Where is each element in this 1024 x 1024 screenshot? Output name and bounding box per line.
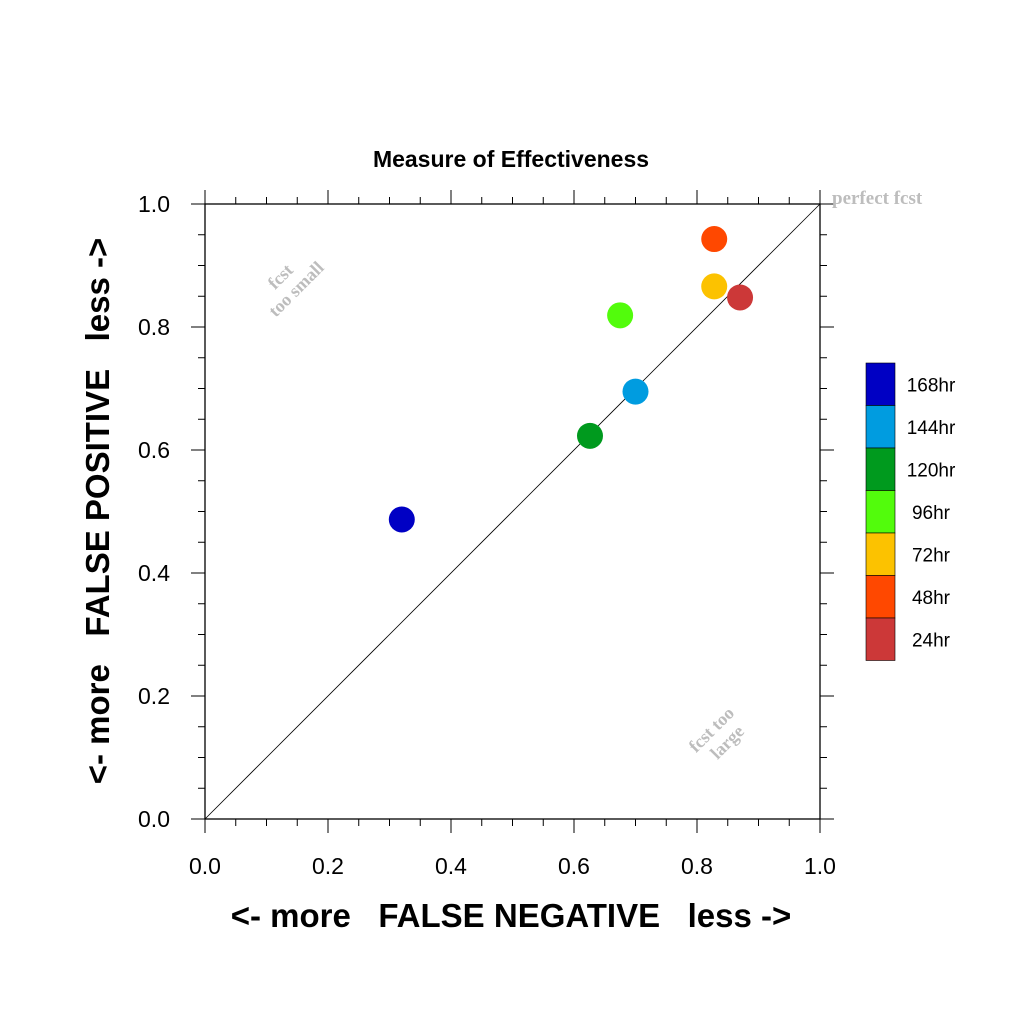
legend-swatch-96hr <box>865 490 896 534</box>
legend-label-120hr: 120hr <box>907 460 956 481</box>
x-axis-label: <- more FALSE NEGATIVE less -> <box>231 897 792 934</box>
y-tick-label: 0.4 <box>138 560 170 586</box>
y-tick-label: 0.8 <box>138 314 170 340</box>
chart-title: Measure of Effectiveness <box>373 146 649 172</box>
legend-swatch-72hr <box>865 532 896 576</box>
legend-swatch-48hr <box>865 575 896 619</box>
plot-area: 0.0 0.2 0.4 0.6 0.8 1.0 0.0 0.2 0.4 0.6 0.8 1.0 <box>138 190 836 879</box>
data-point-120hr <box>576 422 603 449</box>
annotation-perfect-fcst: perfect fcst <box>832 188 923 209</box>
legend-label-72hr: 72hr <box>912 545 951 566</box>
legend-swatch-168hr <box>865 362 896 406</box>
x-tick-label: 0.4 <box>435 853 467 879</box>
data-point-24hr <box>727 284 754 311</box>
annotation-too-large: fcst too large <box>685 700 756 771</box>
legend-label-168hr: 168hr <box>907 375 956 396</box>
x-tick-label: 0.8 <box>681 853 713 879</box>
legend: 168hr 144hr 120hr 96hr 72hr 48hr 24hr <box>865 362 956 661</box>
x-tick-label: 1.0 <box>804 853 836 879</box>
legend-label-48hr: 48hr <box>912 588 951 609</box>
y-tick-label: 0.0 <box>138 806 170 832</box>
annotation-too-small: fcst too small <box>250 243 327 320</box>
legend-swatch-24hr <box>865 617 896 661</box>
data-point-144hr <box>622 378 649 405</box>
y-axis-label: <- more FALSE POSITIVE less -> <box>79 238 116 785</box>
y-tick-label: 0.6 <box>138 437 170 463</box>
y-tick-label: 1.0 <box>138 191 170 217</box>
data-point-168hr <box>388 506 415 533</box>
data-point-72hr <box>701 273 728 300</box>
legend-label-24hr: 24hr <box>912 630 951 651</box>
x-tick-label: 0.2 <box>312 853 344 879</box>
x-tick-label: 0.6 <box>558 853 590 879</box>
diagonal-line <box>204 203 821 820</box>
y-tick-label: 0.2 <box>138 683 170 709</box>
legend-swatch-144hr <box>865 405 896 449</box>
data-point-48hr <box>701 226 728 253</box>
data-point-96hr <box>607 302 634 329</box>
legend-label-144hr: 144hr <box>907 418 956 439</box>
legend-label-96hr: 96hr <box>912 503 951 524</box>
x-tick-label: 0.0 <box>189 853 221 879</box>
legend-swatch-120hr <box>865 447 896 491</box>
